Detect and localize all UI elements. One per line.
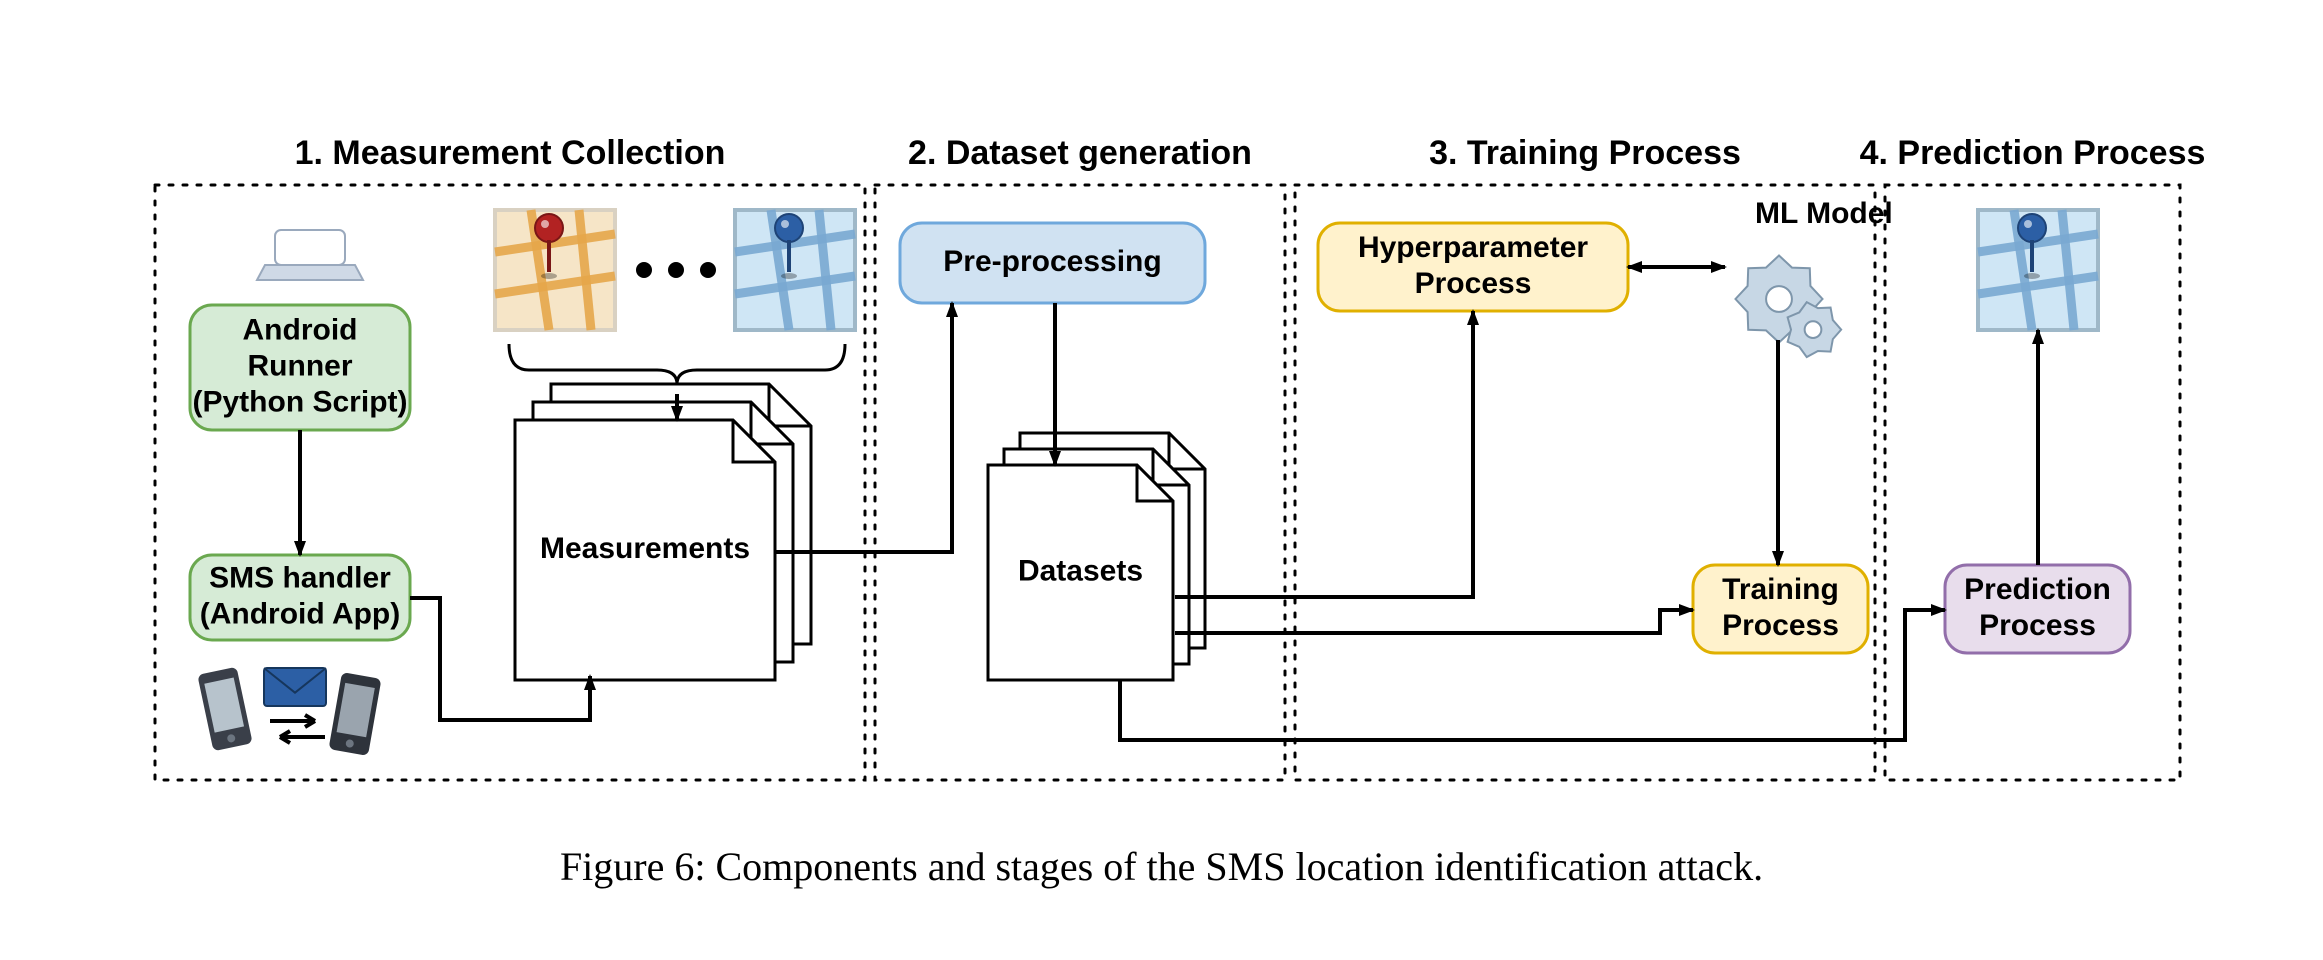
svg-text:Android: Android <box>243 313 358 346</box>
dots-icon <box>700 262 716 278</box>
measurements: Measurements <box>515 384 811 680</box>
training_process: TrainingProcess <box>1693 565 1868 653</box>
datasets: Datasets <box>988 433 1205 680</box>
svg-text:SMS handler: SMS handler <box>209 561 391 594</box>
android_runner: AndroidRunner(Python Script) <box>190 305 410 430</box>
phone-left-icon <box>197 667 252 752</box>
phone-right-icon <box>329 672 382 756</box>
svg-text:4. Prediction Process: 4. Prediction Process <box>1860 134 2206 172</box>
svg-text:Process: Process <box>1979 609 2096 642</box>
svg-text:3. Training Process: 3. Training Process <box>1429 134 1741 172</box>
hyperparameter: HyperparameterProcess <box>1318 223 1628 311</box>
svg-text:(Python Script): (Python Script) <box>193 385 408 418</box>
gears-icon <box>1735 255 1841 357</box>
envelope-icon <box>264 668 326 706</box>
preprocessing: Pre-processing <box>900 223 1205 303</box>
svg-text:Runner: Runner <box>248 349 353 382</box>
svg-text:Process: Process <box>1722 609 1839 642</box>
svg-text:2. Dataset generation: 2. Dataset generation <box>908 134 1252 172</box>
brace-icon <box>509 344 845 384</box>
dots-icon <box>636 262 652 278</box>
dots-icon <box>668 262 684 278</box>
laptop-icon <box>257 230 363 280</box>
svg-text:Hyperparameter: Hyperparameter <box>1358 231 1588 264</box>
figure-caption: Figure 6: Components and stages of the S… <box>560 844 1763 889</box>
map-icon-2 <box>735 210 855 330</box>
exchange-icon <box>270 715 325 743</box>
map-icon-3 <box>1978 210 2098 330</box>
map-icon-1 <box>495 210 615 330</box>
datasets-to-training-low <box>1175 610 1693 633</box>
svg-text:(Android App): (Android App) <box>200 597 401 630</box>
svg-text:1. Measurement Collection: 1. Measurement Collection <box>295 134 726 172</box>
svg-text:Process: Process <box>1415 267 1532 300</box>
svg-text:Pre-processing: Pre-processing <box>943 245 1161 278</box>
prediction_process: PredictionProcess <box>1945 565 2130 653</box>
svg-text:Prediction: Prediction <box>1964 573 2111 606</box>
svg-text:Measurements: Measurements <box>540 532 750 565</box>
datasets-to-hyper <box>1175 311 1473 597</box>
svg-text:ML Model: ML Model <box>1755 197 1893 230</box>
svg-text:Training: Training <box>1722 573 1839 606</box>
sms_handler: SMS handler(Android App) <box>190 555 410 640</box>
svg-text:Datasets: Datasets <box>1018 554 1143 587</box>
